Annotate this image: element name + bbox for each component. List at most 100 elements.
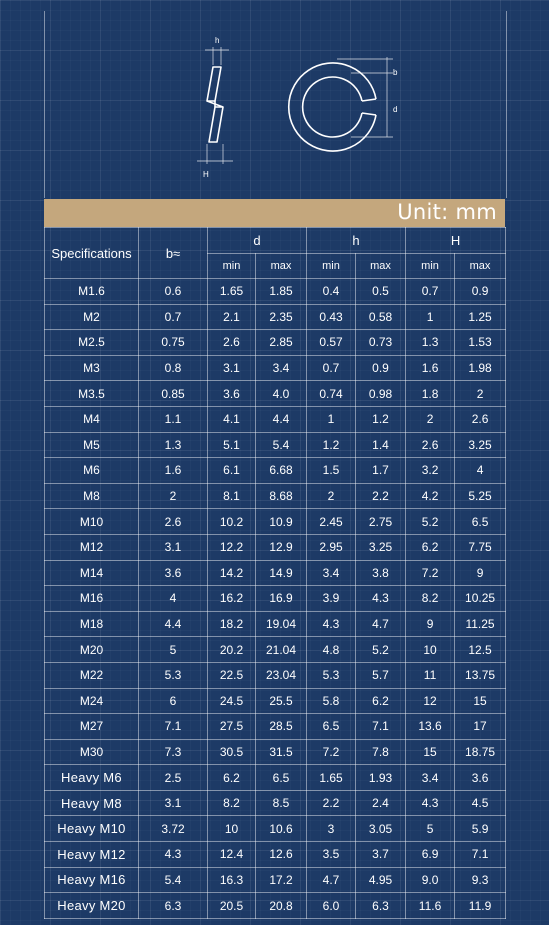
cell-d-max: 10.6 xyxy=(254,815,308,843)
cell-b: 2.5 xyxy=(138,764,208,791)
cell-H-min: 12 xyxy=(405,687,456,715)
table-row: M6 1.6 6.1 6.68 1.5 1.7 3.2 4 xyxy=(44,457,507,484)
cell-d-max: 4.4 xyxy=(254,405,308,433)
cell-H-min: 1.8 xyxy=(405,380,456,407)
cell-spec: M27 xyxy=(44,713,139,740)
subheader-d-min: min xyxy=(207,253,256,279)
cell-H-max: 5.25 xyxy=(454,482,507,510)
cell-d-min: 1.65 xyxy=(207,278,256,305)
cell-H-min: 3.2 xyxy=(405,457,456,484)
cell-b: 3.6 xyxy=(138,559,208,587)
cell-H-max: 0.9 xyxy=(454,278,507,305)
cell-spec: Heavy M12 xyxy=(44,841,139,868)
cell-d-max: 12.6 xyxy=(254,841,308,868)
cell-h-max: 7.8 xyxy=(355,738,407,766)
H-dimension-label: H xyxy=(203,170,209,179)
cell-h-max: 6.2 xyxy=(355,687,407,715)
unit-bar: Unit: mm xyxy=(44,199,505,227)
cell-h-max: 7.1 xyxy=(355,713,407,740)
table-row: M18 4.4 18.2 19.04 4.3 4.7 9 11.25 xyxy=(44,610,507,638)
subheader-H-max: max xyxy=(454,253,507,279)
cell-spec: M3.5 xyxy=(44,380,139,407)
cell-spec: M8 xyxy=(44,482,139,510)
cell-d-min: 4.1 xyxy=(207,405,256,433)
cell-H-min: 15 xyxy=(405,738,456,766)
spec-sheet: h H b d Unit: mm Specifications b≈ d h H… xyxy=(44,11,507,925)
cell-d-max: 2.85 xyxy=(254,329,308,356)
cell-d-min: 5.1 xyxy=(207,431,256,459)
table-row: M16 4 16.2 16.9 3.9 4.3 8.2 10.25 xyxy=(44,585,507,612)
cell-d-min: 8.2 xyxy=(207,789,256,817)
cell-H-max: 9.3 xyxy=(454,866,507,894)
spec-table: Specifications b≈ d h H min max min max … xyxy=(44,227,507,919)
cell-h-min: 3.9 xyxy=(306,585,357,612)
cell-d-min: 12.2 xyxy=(207,533,256,561)
cell-b: 0.7 xyxy=(138,303,208,331)
cell-d-max: 28.5 xyxy=(254,713,308,740)
cell-H-max: 4 xyxy=(454,457,507,484)
cell-h-max: 3.8 xyxy=(355,559,407,587)
cell-H-min: 0.7 xyxy=(405,278,456,305)
cell-d-min: 2.1 xyxy=(207,303,256,331)
table-row: M12 3.1 12.2 12.9 2.95 3.25 6.2 7.75 xyxy=(44,533,507,561)
cell-H-min: 2 xyxy=(405,405,456,433)
cell-h-max: 1.7 xyxy=(355,457,407,484)
h-dimension-label: h xyxy=(215,36,219,45)
cell-spec: M5 xyxy=(44,431,139,459)
cell-h-min: 0.57 xyxy=(306,329,357,356)
cell-spec: Heavy M10 xyxy=(44,815,139,843)
cell-H-max: 9 xyxy=(454,559,507,587)
cell-h-min: 6.5 xyxy=(306,713,357,740)
cell-H-max: 15 xyxy=(454,687,507,715)
cell-h-max: 1.2 xyxy=(355,405,407,433)
cell-h-min: 1.2 xyxy=(306,431,357,459)
cell-d-max: 17.2 xyxy=(254,866,308,894)
washer-diagram: h H b d xyxy=(44,11,507,198)
cell-H-max: 17 xyxy=(454,713,507,740)
cell-H-min: 4.3 xyxy=(405,789,456,817)
cell-h-min: 2 xyxy=(306,482,357,510)
table-row: Heavy M16 5.4 16.3 17.2 4.7 4.95 9.0 9.3 xyxy=(44,866,507,894)
cell-d-min: 10.2 xyxy=(207,508,256,535)
cell-H-max: 11.9 xyxy=(454,892,507,919)
cell-H-max: 3.6 xyxy=(454,764,507,791)
cell-d-min: 27.5 xyxy=(207,713,256,740)
table-row: M10 2.6 10.2 10.9 2.45 2.75 5.2 6.5 xyxy=(44,508,507,535)
cell-b: 4.3 xyxy=(138,841,208,868)
unit-label: Unit: mm xyxy=(397,200,497,224)
header-d: d xyxy=(206,227,308,254)
cell-b: 7.1 xyxy=(138,713,208,740)
cell-H-max: 13.75 xyxy=(454,661,507,689)
cell-h-min: 4.8 xyxy=(306,636,357,663)
cell-d-max: 1.85 xyxy=(254,278,308,305)
cell-h-min: 3.4 xyxy=(306,559,357,587)
cell-H-min: 4.2 xyxy=(405,482,456,510)
cell-d-max: 6.68 xyxy=(254,457,308,484)
subheader-h-min: min xyxy=(306,253,357,279)
cell-b: 3.1 xyxy=(138,533,208,561)
cell-h-max: 0.73 xyxy=(355,329,407,356)
cell-d-min: 3.6 xyxy=(207,380,256,407)
table-row: M24 6 24.5 25.5 5.8 6.2 12 15 xyxy=(44,687,507,715)
cell-h-max: 1.93 xyxy=(355,764,407,791)
cell-b: 0.8 xyxy=(138,354,208,382)
cell-d-max: 10.9 xyxy=(254,508,308,535)
cell-d-max: 12.9 xyxy=(254,533,308,561)
cell-H-min: 6.9 xyxy=(405,841,456,868)
cell-H-min: 3.4 xyxy=(405,764,456,791)
cell-H-max: 12.5 xyxy=(454,636,507,663)
cell-b: 1.1 xyxy=(138,405,208,433)
cell-d-min: 8.1 xyxy=(207,482,256,510)
cell-d-max: 3.4 xyxy=(254,354,308,382)
table-row: M22 5.3 22.5 23.04 5.3 5.7 11 13.75 xyxy=(44,661,507,689)
cell-h-min: 7.2 xyxy=(306,738,357,766)
cell-d-max: 16.9 xyxy=(254,585,308,612)
cell-b: 3.1 xyxy=(138,789,208,817)
cell-d-max: 23.04 xyxy=(254,661,308,689)
cell-H-min: 6.2 xyxy=(405,533,456,561)
cell-H-min: 5 xyxy=(405,815,456,843)
cell-h-min: 0.7 xyxy=(306,354,357,382)
cell-d-min: 6.2 xyxy=(207,764,256,791)
cell-h-min: 0.74 xyxy=(306,380,357,407)
cell-H-min: 2.6 xyxy=(405,431,456,459)
